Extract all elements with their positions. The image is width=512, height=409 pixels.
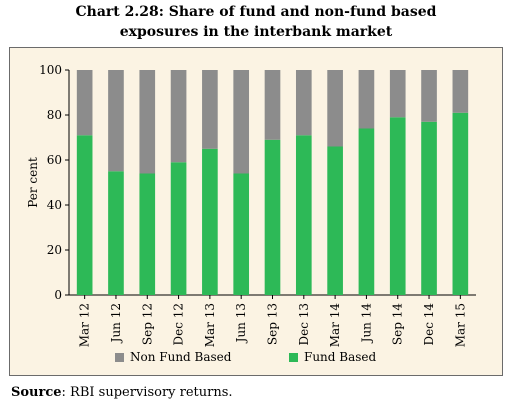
bar-non-fund-based [295,70,312,136]
chart-title-line-2: exposures in the interbank market [119,24,393,40]
bar-non-fund-based [327,70,343,147]
legend-swatch-non-fund-based [115,352,124,362]
x-tick-label: Dec 14 [422,303,436,346]
bar-non-fund-based [202,70,218,149]
y-axis-label: Per cent [26,157,40,208]
source-note: Source: RBI supervisory returns. [11,385,233,400]
bar-non-fund-based [170,70,187,163]
x-tick-label: Jun 13 [234,303,248,344]
source-text: : RBI supervisory returns. [61,385,233,400]
x-tick-label: Dec 13 [297,303,311,346]
bar-non-fund-based [108,70,124,172]
x-tick-label: Sep 12 [140,303,154,345]
bar-fund-based [358,128,375,295]
x-tick-label: Mar 13 [203,303,217,347]
bar-fund-based [264,139,281,295]
bar-fund-based [76,135,93,295]
x-tick-label: Jun 14 [359,303,373,345]
legend-item-fund-based: Fund Based [289,349,376,365]
bar-fund-based [452,112,469,295]
bar-fund-based [139,173,156,295]
legend-swatch-fund-based [289,352,298,362]
x-tick-label: Mar 12 [78,303,92,347]
bar-non-fund-based [139,70,156,174]
x-tick-label: Sep 13 [266,303,280,345]
y-tick-label: 100 [39,63,62,77]
bar-non-fund-based [233,70,250,174]
bar-fund-based [233,173,250,295]
source-label: Source [11,385,62,400]
y-tick-label: 80 [47,108,62,122]
chart-title: Chart 2.28: Share of fund and non-fund b… [0,2,512,42]
y-tick-label: 0 [54,288,62,302]
y-tick-label: 20 [47,243,62,257]
x-tick-label: Dec 12 [172,303,186,346]
bar-non-fund-based [452,70,469,113]
bar-non-fund-based [421,70,437,122]
bar-non-fund-based [389,70,406,118]
x-tick-label: Mar 15 [453,303,467,347]
bar-fund-based [108,171,124,295]
y-tick-label: 40 [47,198,62,212]
bar-fund-based [421,121,437,295]
bar-fund-based [295,135,312,295]
bar-non-fund-based [358,70,375,129]
x-tick-label: Mar 14 [328,303,342,348]
legend-label-non-fund-based: Non Fund Based [130,350,232,364]
legend-label-fund-based: Fund Based [304,350,377,364]
bar-non-fund-based [76,70,93,136]
x-tick-label: Sep 14 [391,303,405,345]
y-tick-label: 60 [47,153,62,167]
x-tick-label: Jun 12 [109,303,123,344]
chart-title-line-1: Chart 2.28: Share of fund and non-fund b… [75,4,437,20]
bar-fund-based [202,148,218,295]
bar-fund-based [170,162,187,295]
bar-fund-based [389,117,406,295]
bar-fund-based [327,146,343,295]
bar-non-fund-based [264,70,281,140]
legend-item-non-fund-based: Non Fund Based [115,349,231,365]
